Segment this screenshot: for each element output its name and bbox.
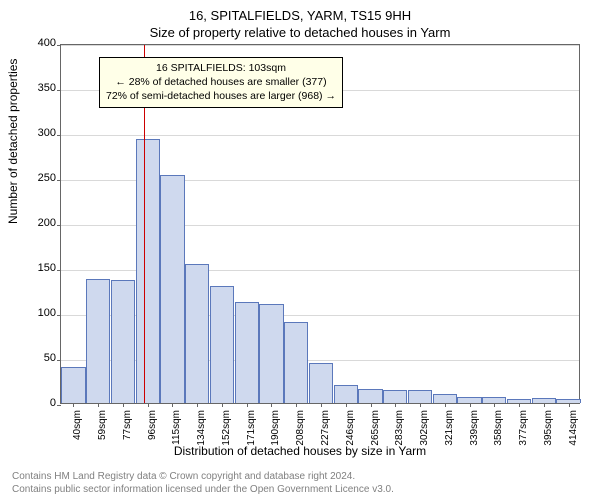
histogram-bar — [358, 389, 382, 403]
x-tick-label: 40sqm — [72, 410, 83, 456]
x-tick-mark — [569, 403, 570, 407]
x-tick-mark — [519, 403, 520, 407]
x-tick-label: 339sqm — [469, 410, 480, 456]
y-tick-mark — [57, 405, 61, 406]
y-tick-label: 300 — [16, 127, 56, 139]
histogram-bar — [284, 322, 308, 403]
footer-line1: Contains HM Land Registry data © Crown c… — [12, 470, 394, 483]
y-gridline — [61, 45, 579, 46]
x-tick-mark — [148, 403, 149, 407]
x-tick-mark — [172, 403, 173, 407]
y-tick-label: 400 — [16, 37, 56, 49]
y-tick-mark — [57, 180, 61, 181]
x-tick-mark — [346, 403, 347, 407]
y-tick-mark — [57, 270, 61, 271]
y-tick-mark — [57, 225, 61, 226]
x-tick-mark — [197, 403, 198, 407]
x-tick-mark — [247, 403, 248, 407]
annotation-line1: 16 SPITALFIELDS: 103sqm — [106, 61, 336, 75]
x-tick-label: 134sqm — [196, 410, 207, 456]
annotation-box: 16 SPITALFIELDS: 103sqm← 28% of detached… — [99, 57, 343, 108]
y-tick-label: 150 — [16, 262, 56, 274]
x-tick-mark — [321, 403, 322, 407]
x-tick-mark — [296, 403, 297, 407]
x-tick-mark — [222, 403, 223, 407]
y-tick-label: 0 — [16, 397, 56, 409]
histogram-bar — [433, 394, 457, 403]
x-tick-label: 190sqm — [270, 410, 281, 456]
x-tick-mark — [73, 403, 74, 407]
x-tick-label: 171sqm — [246, 410, 257, 456]
y-tick-label: 350 — [16, 82, 56, 94]
x-tick-label: 227sqm — [320, 410, 331, 456]
x-tick-label: 377sqm — [518, 410, 529, 456]
y-tick-mark — [57, 360, 61, 361]
x-tick-mark — [271, 403, 272, 407]
x-tick-mark — [544, 403, 545, 407]
histogram-bar — [383, 390, 407, 403]
x-tick-label: 59sqm — [97, 410, 108, 456]
x-tick-label: 152sqm — [221, 410, 232, 456]
histogram-bar — [210, 286, 234, 403]
histogram-bar — [111, 280, 135, 403]
y-tick-mark — [57, 135, 61, 136]
y-tick-label: 50 — [16, 352, 56, 364]
plot-area: 16 SPITALFIELDS: 103sqm← 28% of detached… — [60, 44, 580, 404]
x-tick-mark — [123, 403, 124, 407]
x-tick-label: 321sqm — [444, 410, 455, 456]
x-tick-mark — [420, 403, 421, 407]
x-tick-label: 283sqm — [394, 410, 405, 456]
x-tick-mark — [395, 403, 396, 407]
x-tick-label: 96sqm — [147, 410, 158, 456]
title-sub: Size of property relative to detached ho… — [0, 23, 600, 40]
x-tick-label: 395sqm — [543, 410, 554, 456]
x-tick-mark — [494, 403, 495, 407]
footer-attribution: Contains HM Land Registry data © Crown c… — [12, 470, 394, 496]
histogram-bar — [235, 302, 259, 403]
x-tick-mark — [98, 403, 99, 407]
y-tick-mark — [57, 315, 61, 316]
y-tick-mark — [57, 90, 61, 91]
histogram-bar — [309, 363, 333, 404]
annotation-line3: 72% of semi-detached houses are larger (… — [106, 89, 336, 103]
title-main: 16, SPITALFIELDS, YARM, TS15 9HH — [0, 0, 600, 23]
footer-line2: Contains public sector information licen… — [12, 483, 394, 496]
y-tick-mark — [57, 45, 61, 46]
histogram-bar — [259, 304, 283, 403]
x-tick-label: 302sqm — [419, 410, 430, 456]
histogram-bar — [185, 264, 209, 404]
histogram-bar — [334, 385, 358, 403]
y-tick-label: 250 — [16, 172, 56, 184]
histogram-bar — [136, 139, 160, 403]
histogram-bar — [61, 367, 85, 403]
y-tick-label: 200 — [16, 217, 56, 229]
annotation-line2: ← 28% of detached houses are smaller (37… — [106, 75, 336, 89]
x-tick-mark — [371, 403, 372, 407]
x-tick-label: 414sqm — [568, 410, 579, 456]
x-tick-mark — [445, 403, 446, 407]
x-tick-label: 265sqm — [370, 410, 381, 456]
histogram-bar — [86, 279, 110, 403]
histogram-bar — [408, 390, 432, 404]
x-tick-label: 246sqm — [345, 410, 356, 456]
x-tick-mark — [470, 403, 471, 407]
x-tick-label: 208sqm — [295, 410, 306, 456]
y-tick-label: 100 — [16, 307, 56, 319]
x-tick-label: 115sqm — [171, 410, 182, 456]
x-tick-label: 77sqm — [122, 410, 133, 456]
histogram-bar — [160, 175, 184, 403]
y-gridline — [61, 135, 579, 136]
x-tick-label: 358sqm — [493, 410, 504, 456]
